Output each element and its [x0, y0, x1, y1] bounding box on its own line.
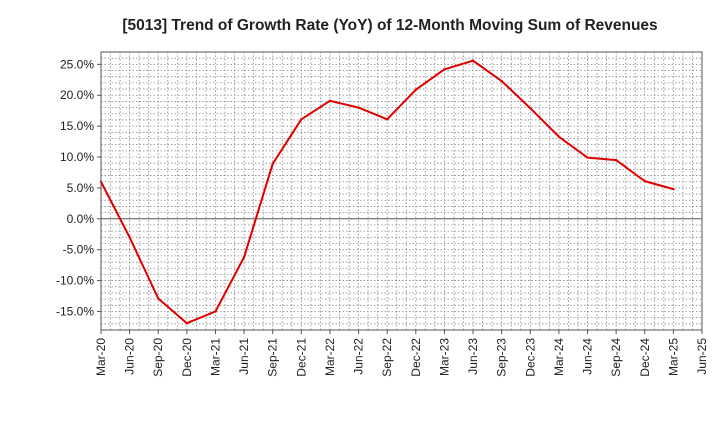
y-tick-label: 10.0% — [60, 150, 94, 164]
data-point — [157, 297, 160, 300]
x-tick-label: Dec-21 — [294, 338, 308, 377]
x-tick-label: Mar-25 — [666, 338, 680, 376]
x-tick-label: Jun-21 — [237, 338, 251, 375]
data-point — [385, 118, 389, 121]
x-tick-label: Mar-23 — [437, 338, 451, 376]
x-tick-label: Mar-21 — [208, 338, 222, 376]
plot-frame — [100, 51, 703, 331]
y-tick-label: 5.0% — [67, 181, 95, 195]
data-point — [529, 107, 532, 110]
x-tick-label: Dec-20 — [180, 338, 194, 377]
x-tick-label: Jun-23 — [466, 338, 480, 375]
x-axis-ticks: Mar-20 Jun-20 Sep-20 Dec-20 Mar-21 Jun-21 Sep-… — [94, 330, 709, 377]
y-tick-label: 15.0% — [60, 119, 94, 133]
x-tick-label: Mar-24 — [552, 338, 566, 376]
y-tick-label: 0.0% — [67, 212, 95, 226]
y-tick-label: -10.0% — [56, 274, 94, 288]
x-tick-label: Dec-24 — [638, 338, 652, 377]
data-point — [328, 99, 332, 103]
x-tick-label: Sep-24 — [609, 338, 623, 377]
data-point — [614, 158, 618, 162]
x-tick-label: Sep-23 — [495, 338, 509, 377]
y-tick-label: -15.0% — [56, 304, 94, 318]
x-tick-label: Sep-22 — [380, 338, 394, 377]
data-point — [557, 135, 561, 138]
data-point — [214, 310, 217, 313]
chart-title: [5013] Trend of Growth Rate (YoY) of 12-… — [122, 17, 657, 34]
x-tick-label: Mar-20 — [94, 338, 108, 376]
data-point — [357, 106, 360, 109]
data-point — [242, 255, 246, 259]
data-point — [128, 236, 131, 239]
data-point — [500, 79, 503, 83]
data-point — [643, 179, 646, 183]
y-tick-label: 25.0% — [60, 57, 94, 71]
x-tick-label: Dec-23 — [523, 338, 537, 377]
x-tick-label: Jun-22 — [352, 338, 366, 375]
x-tick-label: Jun-24 — [581, 338, 595, 375]
x-tick-label: Mar-22 — [323, 338, 337, 376]
x-tick-label: Dec-22 — [409, 338, 423, 377]
y-tick-label: 20.0% — [60, 88, 94, 102]
x-tick-label: Jun-20 — [123, 338, 137, 375]
data-point — [185, 322, 189, 325]
x-tick-label: Sep-20 — [151, 338, 165, 377]
y-axis-ticks: -15.0% -10.0% -5.0% 0.0% 5.0% 10.0% 15.0% 20.0%… — [56, 57, 101, 318]
y-tick-label: -5.0% — [63, 243, 95, 257]
x-tick-label: Jun-25 — [695, 338, 709, 375]
data-point — [672, 187, 675, 191]
x-tick-label: Sep-21 — [266, 338, 280, 377]
data-point — [471, 59, 475, 62]
data-point — [300, 118, 303, 121]
grid-layer — [101, 52, 702, 330]
data-point — [443, 68, 446, 71]
series-layer — [99, 59, 675, 325]
data-point — [586, 156, 589, 159]
data-point — [414, 88, 418, 91]
data-point — [271, 162, 274, 166]
